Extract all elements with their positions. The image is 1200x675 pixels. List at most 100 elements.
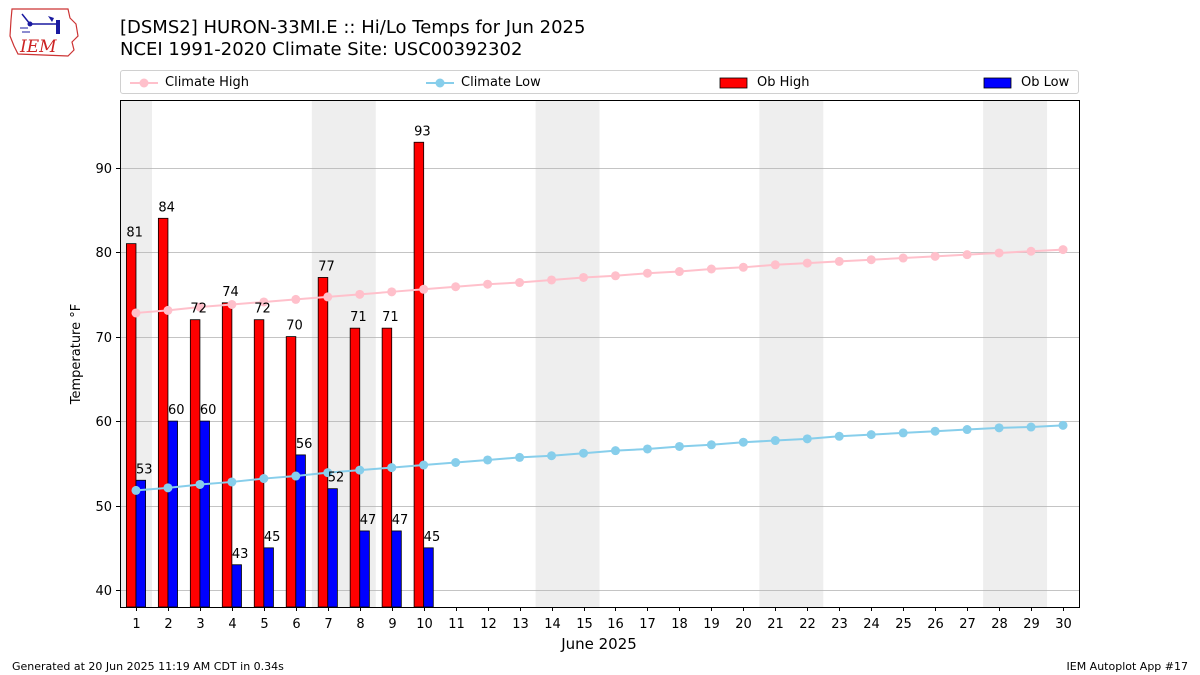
climate-low-point <box>674 441 684 451</box>
x-tick-label: 3 <box>196 617 204 632</box>
x-tick-label: 24 <box>863 617 880 632</box>
climate-low-point <box>1058 420 1068 430</box>
bar-swatch-icon <box>719 77 748 89</box>
weekend-shading <box>120 100 1048 607</box>
ob-high-value-label: 72 <box>254 302 271 317</box>
x-tick-label: 8 <box>356 617 364 632</box>
climate-low-line <box>135 424 1064 492</box>
ob-high-value-label: 81 <box>126 226 143 241</box>
weekend-band <box>983 100 1048 607</box>
x-tick-label: 1 <box>132 617 140 632</box>
climate-high-point <box>1026 246 1036 256</box>
x-tick-label: 21 <box>767 617 784 632</box>
x-tick-label: 29 <box>1023 617 1040 632</box>
climate-high-point <box>994 248 1004 258</box>
x-tick-label: 28 <box>991 617 1008 632</box>
legend-label-climate-low: Climate Low <box>461 75 541 90</box>
climate-high-line <box>135 248 1064 314</box>
ob-low-value-label: 56 <box>296 437 313 452</box>
line-marker-icon <box>130 78 158 88</box>
ob-high-value-label: 70 <box>286 319 303 334</box>
ob-low-value-label: 45 <box>424 530 441 545</box>
climate-low-point <box>259 474 269 484</box>
y-axis-label: Temperature °F <box>69 304 84 405</box>
iowa-state-outline-icon: IEM <box>9 8 79 57</box>
climate-high-point <box>163 305 173 315</box>
grid-lines <box>120 168 1079 591</box>
x-tick-label: 22 <box>799 617 816 632</box>
chart-legend: Climate High Climate Low Ob High Ob Low <box>120 70 1079 94</box>
ob-high-value-label: 77 <box>318 259 335 274</box>
ob-low-bar <box>199 420 210 608</box>
climate-low-point <box>227 477 237 487</box>
chart-title: [DSMS2] HURON-33MI.E :: Hi/Lo Temps for … <box>120 17 585 61</box>
climate-high-point <box>355 289 365 299</box>
climate-low-point <box>355 465 365 475</box>
climate-high-point <box>930 251 940 261</box>
bar-value-labels: 81 84 72 74 72 70 77 71 71 93 53 60 60 43 45 56 52 47 47 45 <box>126 124 440 562</box>
climate-low-point <box>738 437 748 447</box>
plot-frame <box>120 100 1080 608</box>
climate-low-point <box>706 440 716 450</box>
iem-logo: IEM <box>8 6 80 60</box>
x-tick-label: 15 <box>576 617 593 632</box>
ob-low-value-label: 43 <box>232 547 249 562</box>
climate-high-point <box>387 287 397 297</box>
climate-high-point <box>323 292 333 302</box>
climate-low-point <box>515 452 525 462</box>
ob-high-bar <box>221 302 233 608</box>
ob-high-bar <box>125 243 137 608</box>
climate-high-point <box>579 272 589 282</box>
x-tick-label: 16 <box>607 617 624 632</box>
y-tick-label: 90 <box>95 162 112 177</box>
climate-high-point <box>195 302 205 312</box>
climate-low-point <box>131 485 141 495</box>
ob-high-bar <box>253 319 265 608</box>
ob-low-value-label: 60 <box>168 403 185 418</box>
ob-low-bar <box>263 547 274 608</box>
line-marker-icon <box>426 78 454 88</box>
climate-high-point <box>706 264 716 274</box>
title-line-1: [DSMS2] HURON-33MI.E :: Hi/Lo Temps for … <box>120 17 586 38</box>
climate-low-point <box>866 430 876 440</box>
climate-low-point <box>898 428 908 438</box>
legend-label-ob-low: Ob Low <box>1021 75 1070 90</box>
legend-label-ob-high: Ob High <box>757 75 810 90</box>
climate-high-point <box>483 279 493 289</box>
x-tick-label: 19 <box>703 617 720 632</box>
climate-high-point <box>131 308 141 318</box>
climate-high-point <box>834 256 844 266</box>
climate-lines <box>131 245 1068 495</box>
climate-high-point <box>227 299 237 309</box>
x-tick-label: 2 <box>164 617 172 632</box>
ob-high-value-label: 71 <box>350 310 367 325</box>
climate-low-point <box>483 455 493 465</box>
climate-high-point <box>1058 245 1068 255</box>
climate-low-point <box>962 425 972 435</box>
climate-high-point <box>451 282 461 292</box>
ob-low-value-label: 47 <box>392 513 409 528</box>
climate-low-point <box>419 460 429 470</box>
climate-low-point <box>195 479 205 489</box>
legend-item-ob-low: Ob Low <box>983 74 1073 92</box>
x-tick-label: 10 <box>416 617 433 632</box>
ob-high-value-label: 74 <box>222 285 239 300</box>
ob-high-bar <box>317 277 329 608</box>
x-tick-label: 7 <box>324 617 332 632</box>
x-tick-label: 18 <box>671 617 688 632</box>
title-line-2: NCEI 1991-2020 Climate Site: USC00392302 <box>120 39 523 60</box>
climate-low-point <box>930 426 940 436</box>
ob-low-bar <box>231 564 242 608</box>
climate-high-point <box>291 294 301 304</box>
ob-low-bar <box>167 420 178 608</box>
climate-high-point <box>802 258 812 268</box>
legend-item-climate-low: Climate Low <box>425 74 625 92</box>
y-tick-label: 70 <box>95 331 112 346</box>
climate-low-point <box>323 468 333 478</box>
ob-low-value-label: 45 <box>264 530 281 545</box>
x-tick-label: 23 <box>831 617 848 632</box>
climate-low-point <box>770 436 780 446</box>
ob-low-bar <box>359 530 370 608</box>
